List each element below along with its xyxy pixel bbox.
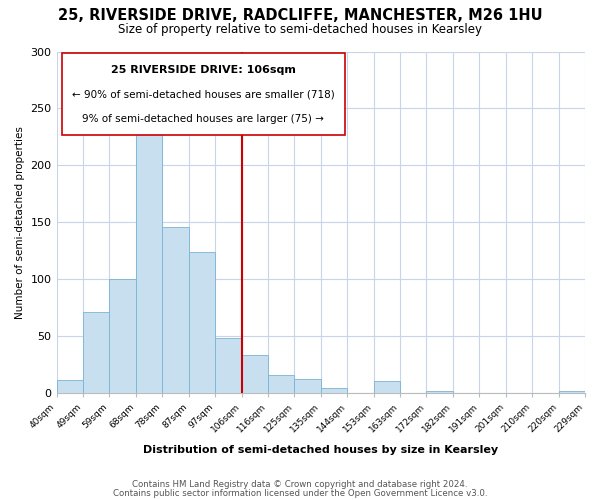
Text: Contains public sector information licensed under the Open Government Licence v3: Contains public sector information licen… bbox=[113, 488, 487, 498]
Y-axis label: Number of semi-detached properties: Number of semi-detached properties bbox=[15, 126, 25, 318]
Bar bbox=[188, 252, 215, 393]
Bar bbox=[83, 312, 109, 393]
Bar bbox=[215, 338, 242, 393]
Bar bbox=[427, 390, 453, 393]
Bar bbox=[56, 380, 83, 393]
Text: Size of property relative to semi-detached houses in Kearsley: Size of property relative to semi-detach… bbox=[118, 22, 482, 36]
Bar bbox=[109, 279, 136, 393]
Text: ← 90% of semi-detached houses are smaller (718): ← 90% of semi-detached houses are smalle… bbox=[72, 89, 335, 99]
Text: 9% of semi-detached houses are larger (75) →: 9% of semi-detached houses are larger (7… bbox=[82, 114, 324, 124]
Bar bbox=[162, 226, 188, 393]
Text: 25, RIVERSIDE DRIVE, RADCLIFFE, MANCHESTER, M26 1HU: 25, RIVERSIDE DRIVE, RADCLIFFE, MANCHEST… bbox=[58, 8, 542, 22]
Bar bbox=[559, 390, 585, 393]
Bar bbox=[136, 131, 162, 393]
Text: 25 RIVERSIDE DRIVE: 106sqm: 25 RIVERSIDE DRIVE: 106sqm bbox=[111, 64, 296, 74]
Bar bbox=[295, 379, 321, 393]
Bar bbox=[242, 355, 268, 393]
X-axis label: Distribution of semi-detached houses by size in Kearsley: Distribution of semi-detached houses by … bbox=[143, 445, 499, 455]
Text: Contains HM Land Registry data © Crown copyright and database right 2024.: Contains HM Land Registry data © Crown c… bbox=[132, 480, 468, 489]
Bar bbox=[268, 374, 295, 393]
Bar bbox=[321, 388, 347, 393]
Bar bbox=[62, 53, 344, 135]
Bar bbox=[374, 382, 400, 393]
